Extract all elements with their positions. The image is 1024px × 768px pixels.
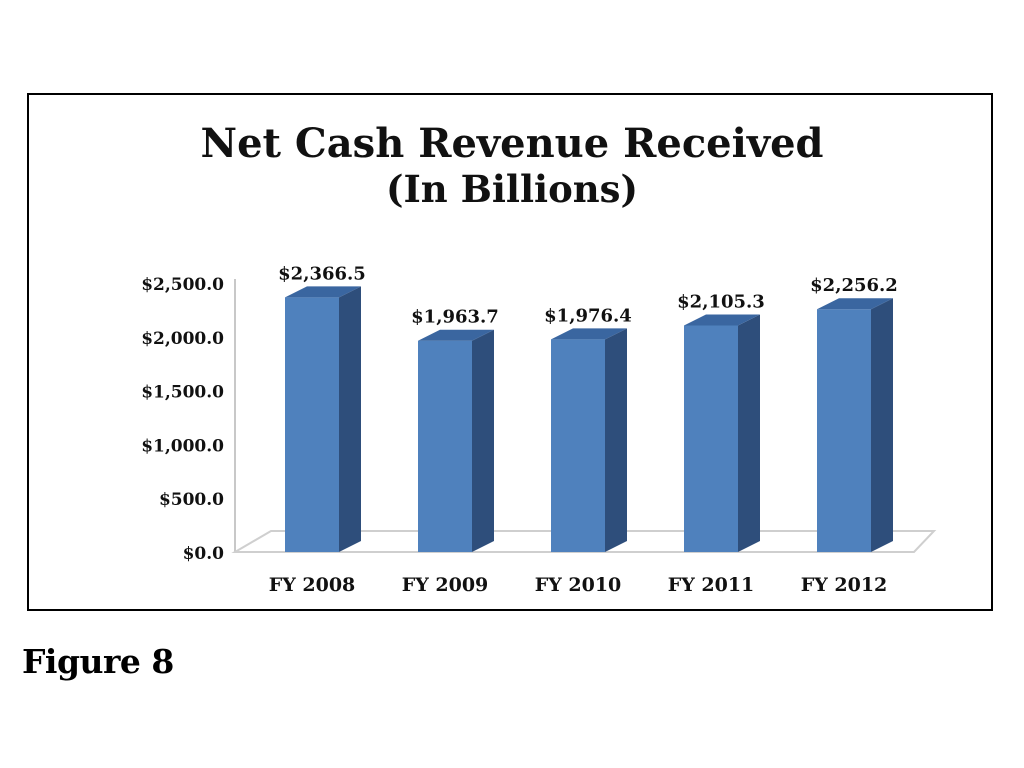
bar-side (871, 298, 893, 552)
bar-side (605, 328, 627, 552)
plot-area: $0.0 $500.0 $1,000.0 $1,500.0 $2,000.0 $2,500… (141, 263, 937, 596)
data-label: $2,105.3 (677, 291, 765, 312)
chart: Net Cash Revenue Received (In Billions) … (141, 120, 937, 596)
chart-subtitle: (In Billions) (386, 167, 638, 211)
bar-side (472, 329, 494, 552)
y-tick-label: $0.0 (183, 544, 225, 564)
figure-caption: Figure 8 (22, 642, 174, 681)
bar (817, 309, 871, 552)
bar-top (817, 298, 893, 310)
bar (684, 325, 738, 552)
bar (551, 339, 605, 552)
y-tick-label: $2,500.0 (141, 275, 224, 295)
x-tick-label: FY 2011 (668, 574, 755, 596)
x-tick-label: FY 2008 (269, 574, 356, 596)
data-label: $2,256.2 (810, 275, 898, 296)
y-tick-label: $2,000.0 (141, 329, 224, 349)
bar-top (551, 328, 627, 340)
data-label: $2,366.5 (278, 263, 366, 284)
bar (285, 297, 339, 552)
bar-top (684, 314, 760, 326)
bar-side (339, 286, 361, 552)
bar-top (285, 286, 361, 298)
y-tick-label: $500.0 (159, 490, 224, 510)
data-label: $1,963.7 (411, 307, 499, 328)
bar-top (418, 329, 494, 341)
bar (418, 340, 472, 552)
y-tick-label: $1,000.0 (141, 436, 224, 456)
chart-title: Net Cash Revenue Received (201, 120, 824, 167)
x-tick-label: FY 2010 (535, 574, 622, 596)
data-label: $1,976.4 (544, 305, 632, 326)
x-tick-label: FY 2012 (801, 574, 888, 596)
chart-frame: Net Cash Revenue Received (In Billions) … (27, 93, 993, 611)
y-tick-label: $1,500.0 (141, 383, 224, 403)
x-tick-label: FY 2009 (402, 574, 489, 596)
bar-side (738, 314, 760, 552)
